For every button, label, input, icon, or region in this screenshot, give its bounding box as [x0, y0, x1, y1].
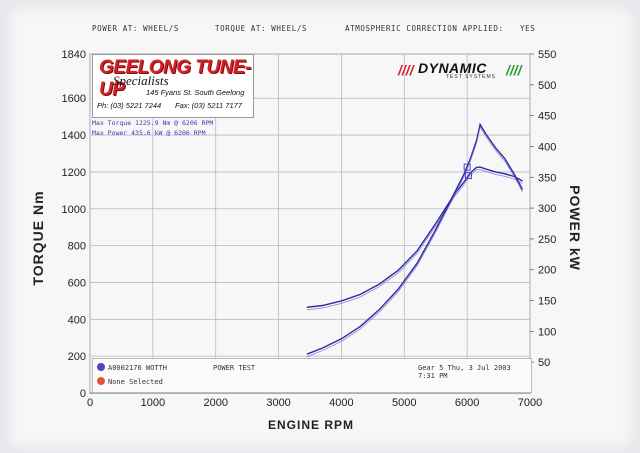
y-tick-label: 1400: [62, 130, 86, 142]
legend-info: Gear 5 Thu, 3 Jul 2003 7:31 PM: [418, 364, 511, 380]
x-tick-label: 5000: [392, 397, 416, 409]
y2-tick-label: 100: [538, 326, 556, 338]
max-power-info: Max Power 435.6 kW @ 6206 RPM: [92, 129, 206, 137]
legend-run2-dot: [97, 377, 105, 385]
y2-tick-label: 550: [538, 49, 556, 61]
y2-tick-label: 250: [538, 234, 556, 246]
legend-run2: None Selected: [108, 378, 163, 386]
y-tick-label: 1200: [62, 167, 86, 179]
y-tick-label: 1000: [62, 204, 86, 216]
brand-stripes-icon: ////: [398, 62, 414, 78]
logo-fax: Fax: (03) 5211 7177: [175, 101, 242, 110]
max-torque-info: Max Torque 1225.9 Nm @ 6206 RPM: [92, 119, 214, 127]
logo-name: GEELONG TUNE-UP: [99, 57, 251, 100]
y2-tick-label: 400: [538, 141, 556, 153]
logo-sub: Specialists: [113, 73, 169, 88]
power-line: [306, 122, 524, 355]
x-tick-label: 7000: [518, 397, 542, 409]
x-tick-label: 4000: [329, 397, 353, 409]
y2-tick-label: 450: [538, 111, 556, 123]
y2-tick-label: 50: [538, 357, 550, 369]
y-tick-label: 1840: [62, 49, 86, 61]
y2-tick-label: 350: [538, 172, 556, 184]
logo-address: 145 Fyans St. South Geelong: [146, 88, 245, 97]
y2-axis-title: POWER kW: [567, 185, 583, 271]
y-tick-label: 1600: [62, 93, 86, 105]
x-tick-label: 6000: [455, 397, 479, 409]
brand-green-stripes-icon: ////: [506, 62, 522, 78]
torque-line: [306, 166, 523, 308]
y-tick-label: 0: [80, 388, 86, 400]
y-tick-label: 800: [68, 241, 86, 253]
y2-tick-label: 300: [538, 203, 556, 215]
brand-logo: //// DYNAMIC //// TEST SYSTEMS: [398, 60, 530, 82]
x-tick-label: 0: [87, 397, 93, 409]
brand-sub: TEST SYSTEMS: [446, 74, 496, 80]
brand-name: DYNAMIC: [418, 60, 487, 76]
header-atmo-value: YES: [520, 24, 536, 33]
y-tick-label: 600: [68, 277, 86, 289]
peak-marker: [464, 172, 472, 180]
logo-box: GEELONG TUNE-UP Specialists 145 Fyans St…: [92, 54, 254, 118]
x-axis-title: ENGINE RPM: [268, 418, 355, 432]
legend-run1: A0002176 WOTTH: [108, 364, 168, 372]
logo-phone: Ph: (03) 5221 7244: [97, 101, 162, 110]
y-tick-label: 400: [68, 314, 86, 326]
x-tick-label: 1000: [141, 397, 165, 409]
y-axis-title: TORQUE Nm: [30, 190, 46, 286]
legend-box: A0002176 WOTTH None Selected POWER TEST …: [92, 358, 532, 393]
torque-line-secondary: [306, 169, 523, 311]
legend-test: POWER TEST: [213, 364, 256, 372]
power-line-secondary: [306, 125, 523, 358]
header-atmo: ATMOSPHERIC CORRECTION APPLIED:: [345, 24, 504, 33]
header-torque-at: TORQUE AT: WHEEL/S: [215, 24, 308, 33]
legend-run1-dot: [97, 363, 105, 371]
header-power-at: POWER AT: WHEEL/S: [92, 24, 179, 33]
y2-tick-label: 150: [538, 296, 556, 308]
y2-tick-label: 200: [538, 265, 556, 277]
peak-marker: [463, 163, 471, 171]
y-tick-label: 200: [68, 351, 86, 363]
y2-tick-label: 500: [538, 80, 556, 92]
x-tick-label: 3000: [266, 397, 290, 409]
x-tick-label: 2000: [203, 397, 227, 409]
